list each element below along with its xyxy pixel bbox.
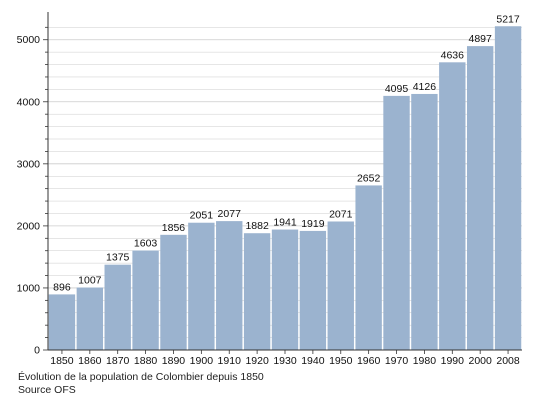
x-tick-label: 1900 bbox=[190, 355, 214, 367]
x-tick-label: 2000 bbox=[468, 355, 492, 367]
y-tick-label: 2000 bbox=[17, 220, 41, 232]
y-tick-label: 5000 bbox=[17, 34, 41, 46]
data-label-1970: 4095 bbox=[385, 83, 409, 95]
bars bbox=[48, 26, 522, 351]
x-tick-label: 1850 bbox=[50, 355, 74, 367]
y-tick-label: 4000 bbox=[17, 96, 41, 108]
data-label-1870: 1375 bbox=[106, 252, 130, 264]
bar-1940 bbox=[299, 230, 327, 350]
data-label-1990: 4636 bbox=[441, 49, 465, 61]
y-tick-label: 0 bbox=[34, 345, 40, 357]
bar-2008 bbox=[494, 26, 522, 351]
x-tick-label: 1890 bbox=[162, 355, 186, 367]
data-label-2008: 5217 bbox=[496, 13, 520, 25]
chart-source: Source OFS bbox=[18, 384, 76, 396]
x-tick-label: 1870 bbox=[106, 355, 130, 367]
x-tick-label: 1990 bbox=[441, 355, 465, 367]
bar-1960 bbox=[355, 185, 382, 350]
x-tick-label: 1880 bbox=[134, 355, 158, 367]
data-label-1910: 2077 bbox=[218, 208, 242, 220]
data-label-1860: 1007 bbox=[78, 275, 102, 287]
bar-1990 bbox=[439, 62, 466, 350]
x-tick-label: 1980 bbox=[413, 355, 437, 367]
x-tick-label: 1970 bbox=[385, 355, 409, 367]
bar-2000 bbox=[466, 46, 494, 351]
data-label-2000: 4897 bbox=[468, 33, 492, 45]
bar-1850 bbox=[48, 294, 76, 350]
bar-1980 bbox=[411, 93, 438, 350]
data-label-1930: 1941 bbox=[273, 217, 297, 229]
x-tick-label: 1950 bbox=[329, 355, 353, 367]
data-label-1950: 2071 bbox=[329, 208, 353, 220]
bar-1950 bbox=[327, 221, 354, 350]
axes: 0 1000 2000 3000 4000 5000 1850 1860 1870 1880 189… bbox=[17, 12, 522, 367]
x-tick-label: 2008 bbox=[496, 355, 520, 367]
bar-1900 bbox=[188, 222, 215, 350]
y-tick-label: 1000 bbox=[17, 282, 41, 294]
data-label-1920: 1882 bbox=[245, 220, 269, 232]
x-tick-label: 1930 bbox=[273, 355, 297, 367]
bar-1860 bbox=[76, 287, 104, 350]
bar-1920 bbox=[243, 233, 271, 350]
bar-1910 bbox=[216, 221, 243, 350]
data-label-1890: 1856 bbox=[162, 222, 186, 234]
x-tick-label: 1940 bbox=[301, 355, 325, 367]
bar-1970 bbox=[383, 95, 410, 350]
chart-caption: Évolution de la population de Colombier … bbox=[18, 371, 264, 383]
bar-1890 bbox=[160, 234, 187, 350]
x-tick-label: 1910 bbox=[218, 355, 242, 367]
data-label-1940: 1919 bbox=[301, 218, 325, 230]
bar-1880 bbox=[132, 250, 159, 350]
data-label-1850: 896 bbox=[53, 281, 71, 293]
x-tick-label: 1960 bbox=[357, 355, 381, 367]
data-label-1980: 4126 bbox=[413, 81, 437, 93]
bar-1930 bbox=[271, 229, 299, 350]
data-label-1900: 2051 bbox=[190, 210, 214, 222]
data-label-1880: 1603 bbox=[134, 238, 158, 250]
x-tick-label: 1920 bbox=[245, 355, 269, 367]
bar-1870 bbox=[104, 264, 131, 350]
x-tick-label: 1860 bbox=[78, 355, 102, 367]
y-tick-label: 3000 bbox=[17, 158, 41, 170]
data-label-1960: 2652 bbox=[357, 172, 381, 184]
